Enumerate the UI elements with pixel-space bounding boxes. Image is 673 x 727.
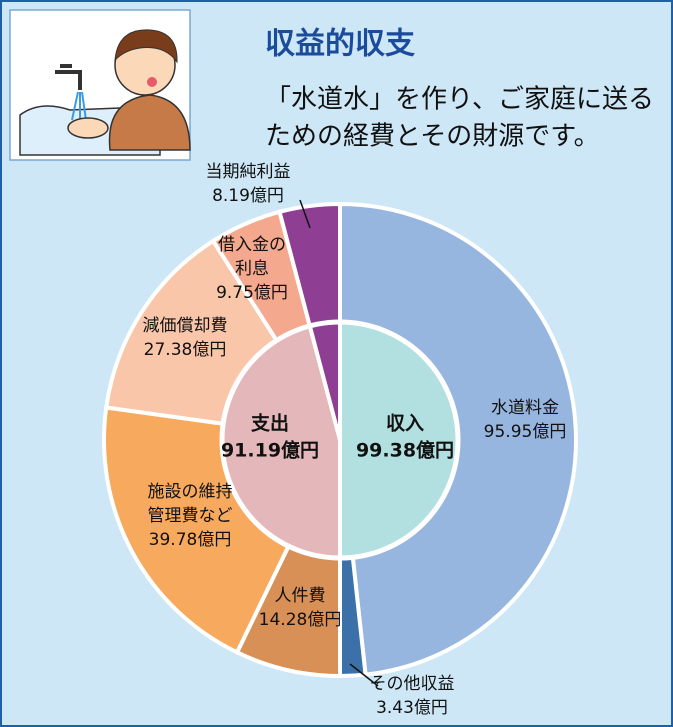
faucet [55, 64, 82, 90]
segment-value: 95.95億円 [484, 422, 567, 442]
segment-label: 当期純利益 [206, 162, 291, 182]
segment-label: 利息 [235, 259, 269, 279]
inner-border [219, 319, 461, 561]
segment-label: 借入金の [218, 235, 286, 255]
segment-value: 27.38億円 [144, 340, 227, 360]
subtitle: 「水道水」を作り、ご家庭に送る [265, 85, 654, 115]
inner-value: 91.19億円 [221, 439, 319, 462]
segment-label: 人件費 [275, 586, 326, 606]
hair [114, 29, 178, 64]
title: 収益的収支 [265, 27, 415, 62]
segment-label: 管理費など [148, 506, 233, 526]
illustration [9, 9, 191, 161]
segment-label: その他収益 [370, 674, 455, 694]
water [71, 91, 87, 122]
leader-line [299, 199, 311, 229]
segment-value: 8.19億円 [212, 186, 284, 206]
segment-value: 3.43億円 [376, 698, 448, 718]
subtitle: ための経費とその財源です。 [265, 122, 600, 152]
segment-value: 14.28億円 [259, 610, 342, 630]
segment-label: 施設の維持 [148, 482, 233, 502]
segment-value: 39.78億円 [149, 530, 232, 550]
inner-label: 支出 [250, 412, 289, 435]
segment-value: 9.75億円 [216, 283, 288, 303]
leader-line [349, 663, 379, 687]
hands [67, 117, 109, 139]
segment-label: 減価償却費 [143, 316, 228, 336]
segment-label: 水道料金 [491, 398, 559, 418]
inner-label: 収入 [386, 413, 424, 435]
mouth [147, 77, 157, 87]
inner-value: 99.38億円 [356, 439, 454, 462]
